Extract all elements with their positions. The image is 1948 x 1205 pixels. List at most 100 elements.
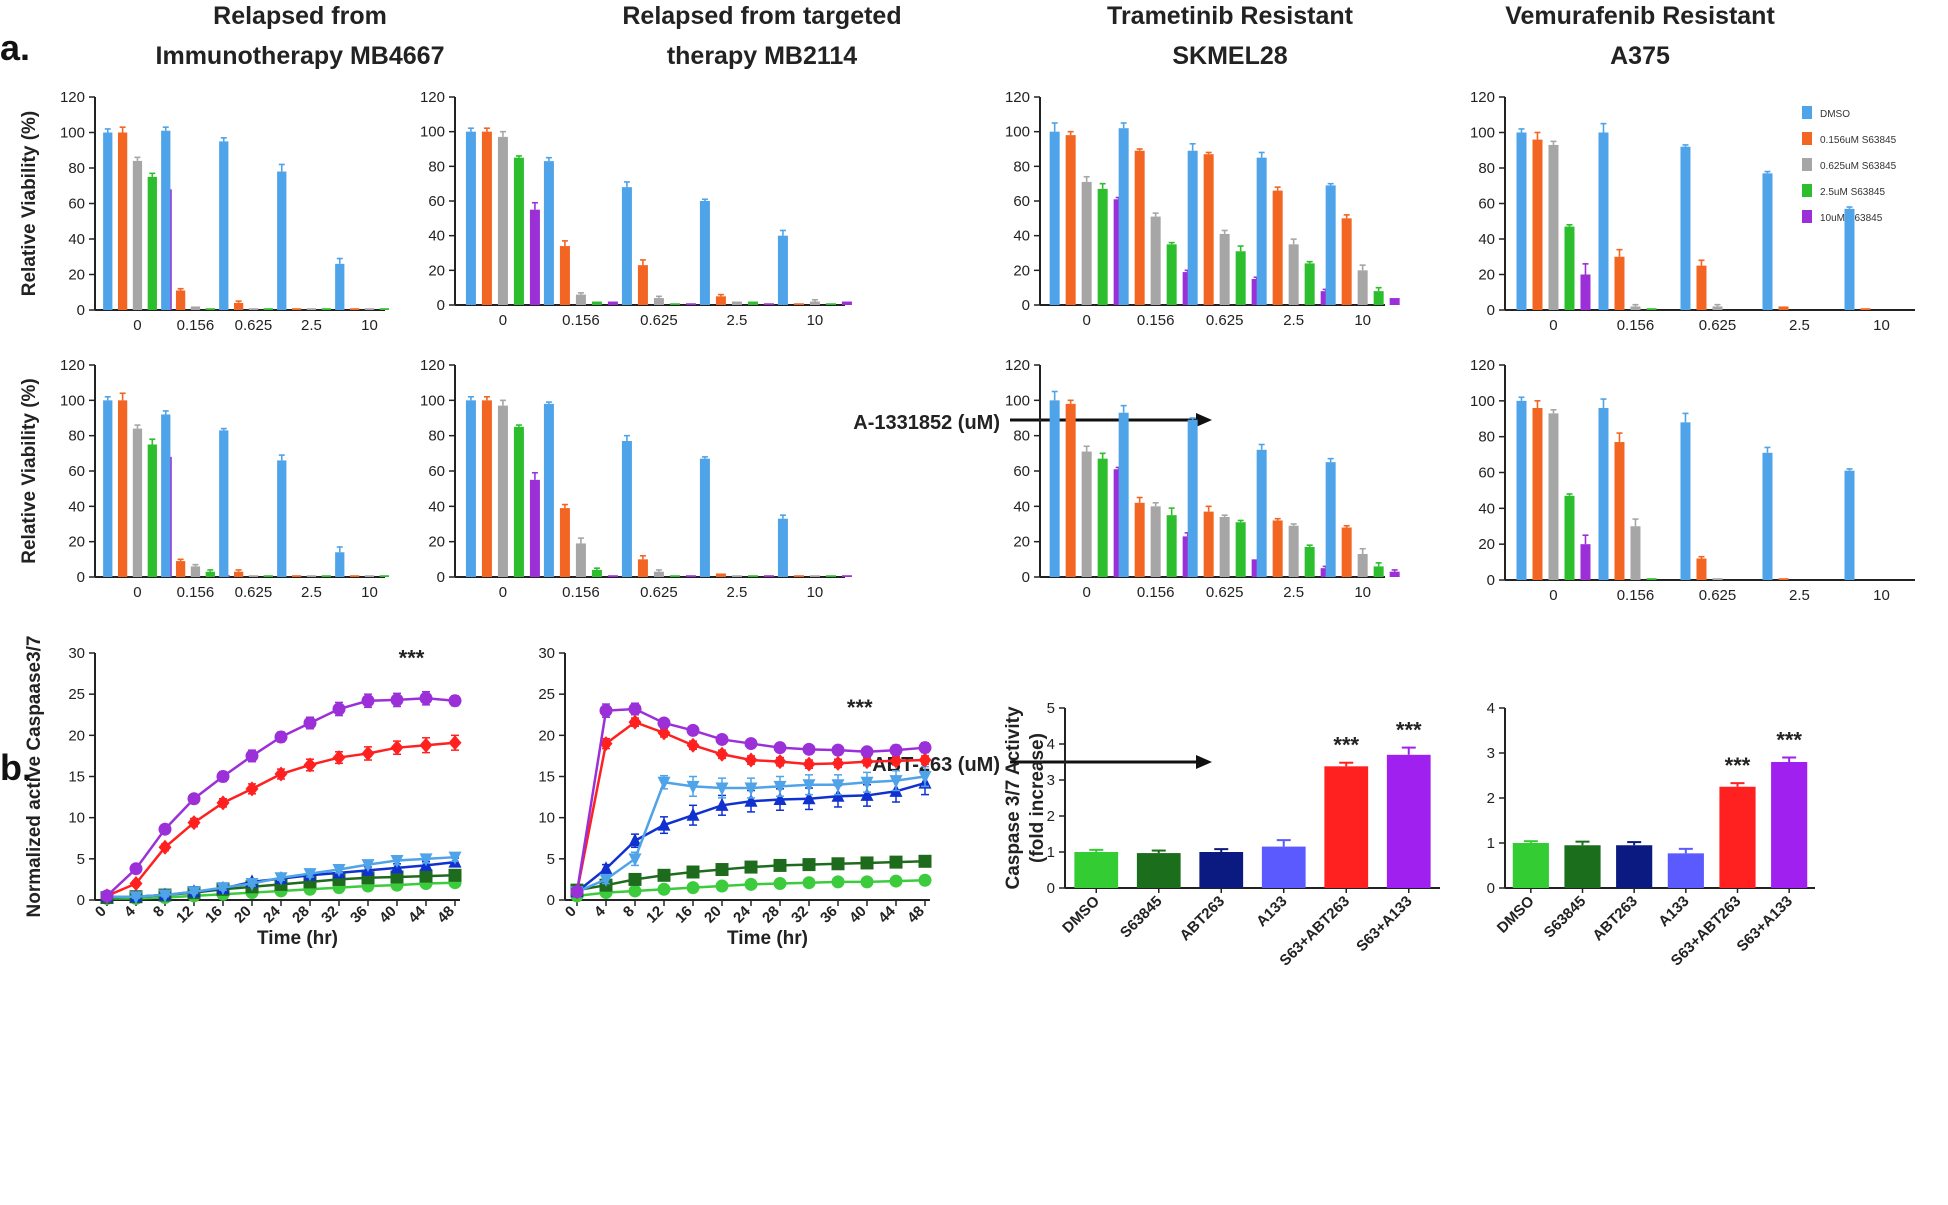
a1-3-bar-dmso [1187, 150, 1198, 305]
a2-4-y-tick-label: 120 [1470, 357, 1495, 374]
a1-1-bar-dmso [335, 263, 345, 310]
title-3-line1: Trametinib Resistant [1107, 2, 1354, 30]
a2-1-bar-dmso [219, 430, 229, 577]
a2-2-y-tick-label: 80 [428, 428, 445, 445]
b2-point [889, 743, 903, 757]
a1-2-bar-0156ums63845 [793, 303, 804, 305]
b1-x-tick-label: 16 [202, 903, 226, 927]
b3-bar-dmso [1074, 852, 1119, 888]
panel-label-a: a. [0, 27, 30, 68]
b4-significance: *** [1725, 753, 1751, 778]
a2-2-bar-0156ums63845 [559, 508, 570, 577]
a2-4-bar-25ums63845 [1646, 578, 1657, 580]
a1-1-bar-0156ums63845 [233, 302, 244, 310]
a2-3-bar-25ums63845 [1304, 546, 1315, 577]
a2-4-x-tick-label: 0.156 [1617, 587, 1655, 604]
b2-point [802, 858, 816, 872]
title-1-line2: Immunotherapy MB4667 [156, 42, 445, 70]
a1-2-bar-0625ums63845 [809, 301, 820, 305]
a1-1-x-tick-label: 2.5 [301, 317, 322, 334]
a1-2-y-tick-label: 60 [428, 193, 445, 210]
a2-1-x-tick-label: 2.5 [301, 584, 322, 601]
b3-bar-abt263 [1199, 852, 1244, 888]
a2-1-bar-25ums63845 [205, 571, 215, 577]
a1-3-bar-dmso [1256, 157, 1267, 305]
a1-4-x-tick-label: 2.5 [1789, 317, 1810, 334]
a2-1-bar-0625ums63845 [190, 566, 201, 577]
a2-4-bar-dmso [1762, 452, 1773, 580]
a2-3-bar-10ums63845 [1389, 571, 1400, 577]
a1-4-bar-0156ums63845 [1532, 139, 1543, 310]
legend-swatch-1 [1802, 132, 1812, 145]
title-1: Relapsed from Immunotherapy MB4667 [156, 2, 445, 70]
b2-point [773, 858, 787, 872]
a2-2-y-tick-label: 100 [420, 392, 445, 409]
a2-4-bar-0625ums63845 [1630, 526, 1641, 580]
row2-xlabel-text: ABT-263 (uM) [872, 754, 1000, 776]
a2-2-bar-0156ums63845 [481, 400, 492, 577]
a1-1-y-tick-label: 60 [68, 196, 85, 213]
b2-point [715, 746, 729, 762]
b4-bar-s63abt263 [1719, 786, 1756, 888]
a2-3-x-tick-label: 0.625 [1206, 584, 1244, 601]
b4-bar-abt263 [1616, 845, 1653, 888]
b2-point [686, 780, 700, 794]
a2-1-x-tick-label: 0.156 [177, 584, 215, 601]
chart-a1-4: 0 20 40 60 80 100 120 0 0.156 0.625 2.5 10 [1470, 89, 1915, 334]
a2-3-y-tick-label: 100 [1005, 392, 1030, 409]
a1-1-bar-25ums63845 [379, 308, 389, 310]
a2-3-bar-25ums63845 [1235, 522, 1246, 577]
a1-1-y-tick-label: 20 [68, 267, 85, 284]
a2-4-x-tick-label: 0 [1549, 587, 1557, 604]
b1-x-tick-label: 36 [347, 903, 371, 927]
a1-2-y-tick-label: 100 [420, 124, 445, 141]
legend-label-0: DMSO [1820, 109, 1850, 120]
a2-2-x-tick-label: 2.5 [726, 584, 747, 601]
a2-1-bar-dmso [335, 552, 345, 577]
b3-significance: *** [1396, 718, 1422, 743]
b1-point [187, 815, 201, 831]
b1-y-tick-label: 15 [68, 769, 85, 786]
b1-point [390, 870, 404, 884]
a2-4-bar-dmso [1598, 408, 1609, 580]
a2-4-x-tick-label: 2.5 [1789, 587, 1810, 604]
b4-bar-dmso [1512, 843, 1549, 888]
b1-point [390, 854, 404, 868]
a1-2-bar-0156ums63845 [559, 246, 570, 305]
b2-point [628, 853, 642, 867]
a1-3-y-tick-label: 80 [1013, 158, 1030, 175]
a1-4-y-tick-label: 60 [1478, 196, 1495, 213]
a2-2-y-tick-label: 20 [428, 534, 445, 551]
a2-3-bar-0156ums63845 [1203, 511, 1214, 577]
b2-point [744, 793, 758, 807]
a1-2-x-tick-label: 0 [499, 312, 507, 329]
a2-1-y-tick-label: 120 [60, 357, 85, 374]
b2-point [773, 792, 787, 806]
a1-1-bar-0625ums63845 [190, 306, 201, 310]
a1-4-bar-dmso [1680, 146, 1691, 310]
row2-arrow-icon [1196, 755, 1212, 769]
a1-4-bar-0625ums63845 [1712, 306, 1723, 310]
a1-4-bar-0156ums63845 [1696, 265, 1707, 310]
a2-2-y-tick-label: 60 [428, 463, 445, 480]
b1-x-tick-label: 12 [173, 903, 197, 927]
b1-point [419, 853, 433, 867]
b3-bar-s63845 [1136, 853, 1181, 888]
title-4-line1: Vemurafenib Resistant [1505, 2, 1775, 30]
a2-4-bar-0156ums63845 [1778, 578, 1789, 580]
b2-point [773, 741, 787, 755]
b1-y-label: Normalized active Caspaase3/7 [24, 636, 45, 918]
chart-a1-2: 0 20 40 60 80 100 120 0 0.156 0.625 2.5 10 [420, 89, 852, 329]
b2-point [744, 737, 758, 751]
b2-significance: *** [847, 695, 873, 720]
a2-2-bar-10ums63845 [529, 479, 540, 577]
b1-y-tick-label: 25 [68, 686, 85, 703]
a2-2-bar-0625ums63845 [653, 571, 664, 577]
b2-point [628, 872, 642, 886]
b2-point [918, 771, 932, 784]
a2-2-bar-10ums63845 [841, 575, 852, 577]
b2-point [831, 755, 845, 771]
a2-2-y-tick-label: 120 [420, 357, 445, 374]
a1-4-bar-dmso [1598, 132, 1609, 310]
